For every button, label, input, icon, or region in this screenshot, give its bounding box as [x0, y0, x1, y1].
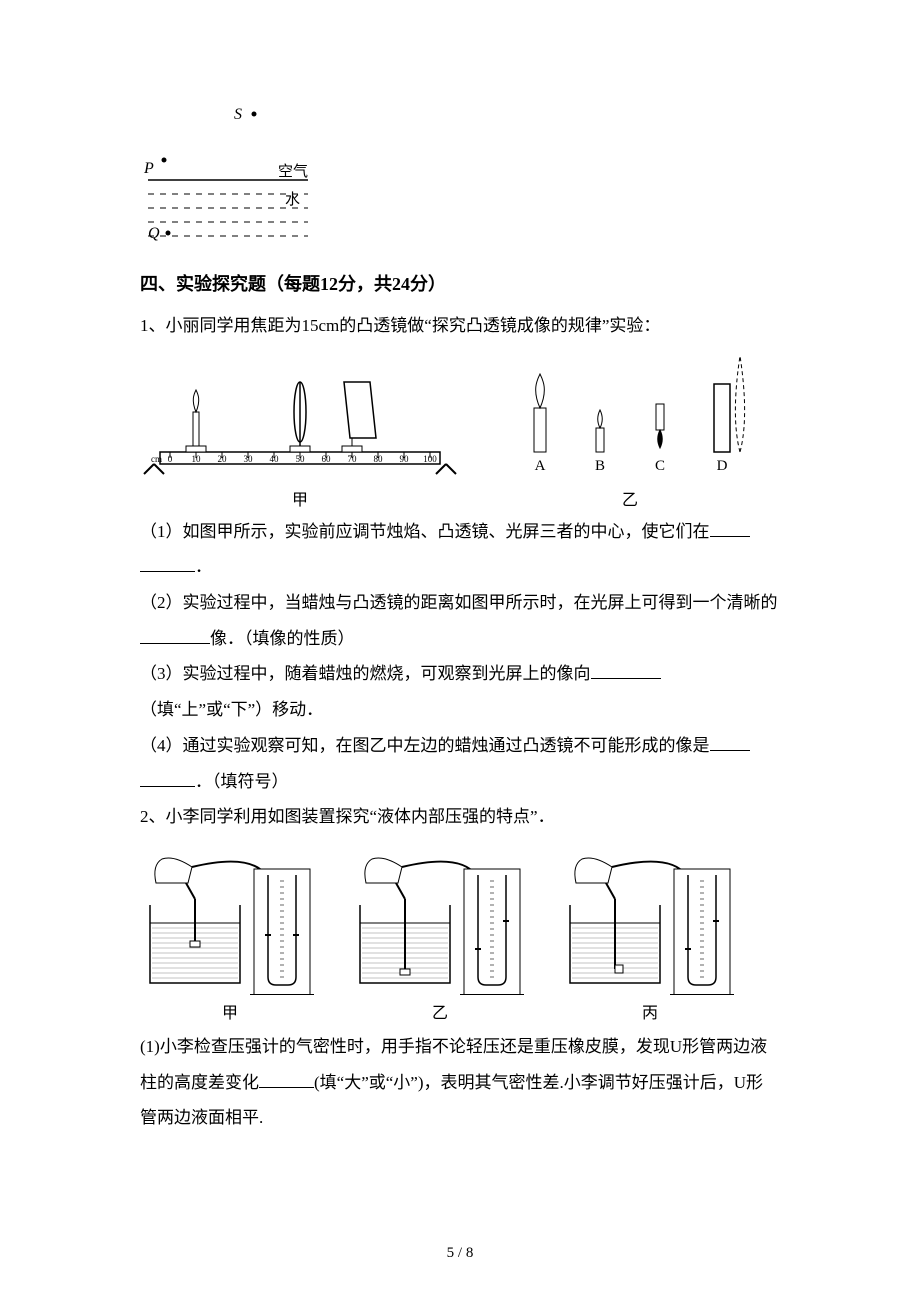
section-4-heading: 四、实验探究题（每题12分，共24分） [140, 270, 780, 296]
q1-part1: （1）如图甲所示，实验前应调节烛焰、凸透镜、光屏三者的中心，使它们在 [140, 514, 780, 550]
q2-figure-0: 甲 [140, 845, 320, 1023]
q1-figure-right: A B C D 乙 [500, 352, 760, 510]
svg-text:B: B [595, 458, 605, 474]
pressure-device-svg-0 [140, 845, 320, 995]
svg-text:P: P [143, 160, 154, 177]
q1-p4a: （4）通过实验观察可知，在图乙中左边的蜡烛通过凸透镜不可能形成的像是 [140, 736, 710, 755]
q2-caption-0: 甲 [222, 999, 238, 1023]
svg-text:40: 40 [270, 454, 280, 464]
q2-part1: (1)小李检查压强计的气密性时，用手指不论轻压还是重压橡皮膜，发现U形管两边液柱… [140, 1029, 780, 1136]
q1-part4: （4）通过实验观察可知，在图乙中左边的蜡烛通过凸透镜不可能形成的像是 [140, 728, 780, 764]
q2-body: (1)小李检查压强计的气密性时，用手指不论轻压还是重压橡皮膜，发现U形管两边液柱… [140, 1029, 780, 1136]
q2-caption-2: 丙 [642, 999, 658, 1023]
q1-p4b: ．（填符号） [195, 772, 289, 791]
q1-p3b: （填“上”或“下”）移动． [140, 700, 323, 719]
q1-caption-right: 乙 [622, 486, 638, 510]
refraction-svg: S P Q 空气水 [140, 100, 320, 250]
q2-caption-1: 乙 [432, 999, 448, 1023]
q1-intro: 1、小丽同学用焦距为15cm的凸透镜做“探究凸透镜成像的规律”实验： [140, 308, 780, 344]
blank [140, 769, 195, 787]
svg-text:80: 80 [374, 454, 384, 464]
pressure-device-svg-1 [350, 845, 530, 995]
blank [140, 626, 210, 644]
svg-text:A: A [535, 458, 546, 474]
svg-text:20: 20 [218, 454, 228, 464]
candle-images-svg: A B C D [500, 352, 760, 482]
q1-p1a: （1）如图甲所示，实验前应调节烛焰、凸透镜、光屏三者的中心，使它们在 [140, 522, 710, 541]
refraction-diagram: S P Q 空气水 [140, 100, 320, 250]
q2-figure-2: 丙 [560, 845, 740, 1023]
q1-part4-cont: ．（填符号） [140, 764, 780, 800]
svg-text:10: 10 [192, 454, 202, 464]
q1-figure-row: 0 10 20 30 40 50 60 70 80 90 100 cm 甲 A B C D 乙 [140, 352, 780, 510]
page-footer: 5 / 8 [0, 1245, 920, 1262]
svg-text:C: C [655, 458, 665, 474]
blank [259, 1070, 314, 1088]
svg-text:水: 水 [285, 191, 300, 208]
svg-text:空气: 空气 [278, 163, 308, 180]
svg-text:30: 30 [244, 454, 254, 464]
optical-bench-svg: 0 10 20 30 40 50 60 70 80 90 100 cm [140, 352, 460, 482]
svg-text:0: 0 [168, 454, 173, 464]
q1-p1b: ． [195, 557, 212, 576]
q1-part1-cont: ． [140, 549, 780, 585]
q1-body: （1）如图甲所示，实验前应调节烛焰、凸透镜、光屏三者的中心，使它们在 ． （2）… [140, 514, 780, 800]
page: S P Q 空气水 四、实验探究题（每题12分，共24分） 1、小丽同学用焦距为15c… [0, 0, 920, 1302]
q1-p2b: 像．（填像的性质） [210, 629, 355, 648]
svg-text:90: 90 [400, 454, 410, 464]
q2-figure-row: 甲 乙 丙 [140, 845, 780, 1023]
svg-text:S: S [234, 106, 242, 123]
svg-text:Q: Q [148, 225, 160, 242]
svg-text:70: 70 [348, 454, 358, 464]
svg-text:60: 60 [322, 454, 332, 464]
q2-figure-1: 乙 [350, 845, 530, 1023]
q1-part3: （3）实验过程中，随着蜡烛的燃烧，可观察到光屏上的像向 （填“上”或“下”）移动． [140, 656, 780, 727]
q1-caption-left: 甲 [292, 486, 308, 510]
svg-text:cm: cm [151, 454, 162, 464]
q1-p3a: （3）实验过程中，随着蜡烛的燃烧，可观察到光屏上的像向 [140, 664, 591, 683]
blank [591, 661, 661, 679]
svg-text:D: D [717, 458, 728, 474]
blank [710, 519, 750, 537]
pressure-device-svg-2 [560, 845, 740, 995]
q1-p2a: （2）实验过程中，当蜡烛与凸透镜的距离如图甲所示时，在光屏上可得到一个清晰的 [140, 593, 778, 612]
q1-part2: （2）实验过程中，当蜡烛与凸透镜的距离如图甲所示时，在光屏上可得到一个清晰的像．… [140, 585, 780, 656]
blank [710, 733, 750, 751]
svg-text:50: 50 [296, 454, 306, 464]
q2-intro: 2、小李同学利用如图装置探究“液体内部压强的特点”． [140, 799, 780, 835]
blank [140, 554, 195, 572]
q1-figure-left: 0 10 20 30 40 50 60 70 80 90 100 cm 甲 [140, 352, 460, 510]
svg-text:100: 100 [423, 454, 437, 464]
